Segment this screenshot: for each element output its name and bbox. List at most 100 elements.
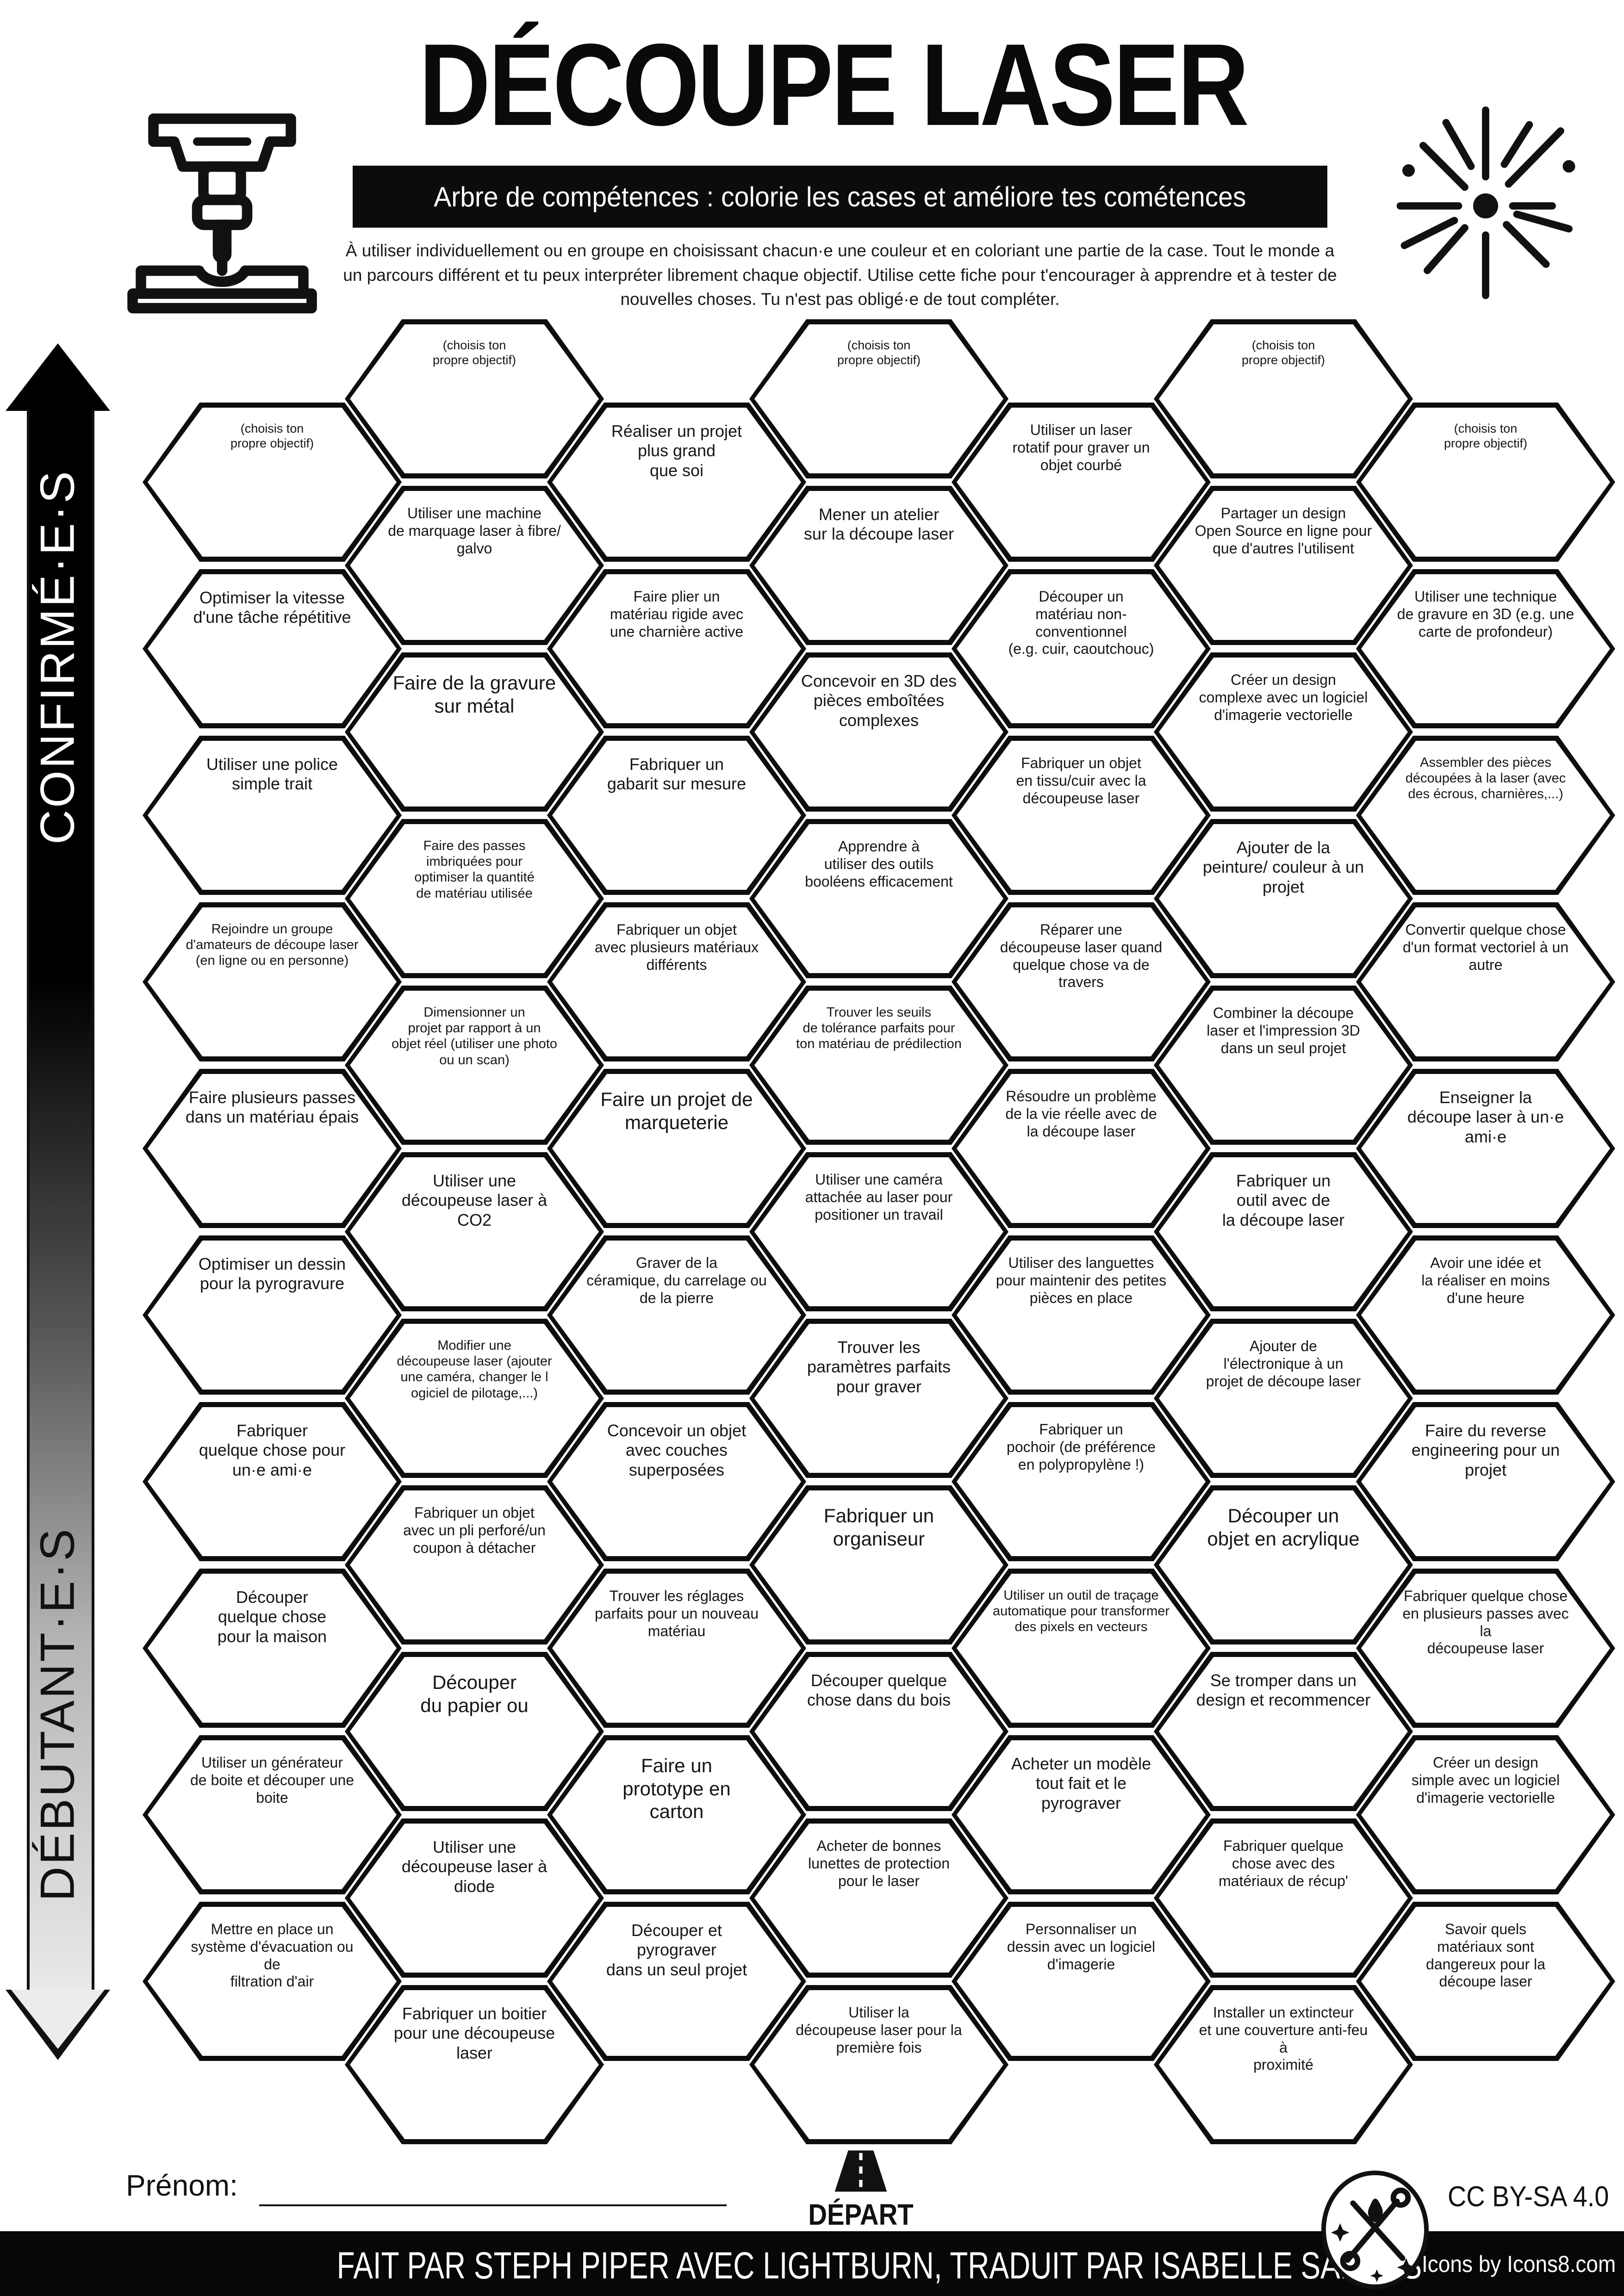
hex-cell[interactable]: Concevoir un objet avec couches superpos… (547, 1402, 806, 1561)
first-name-input-line[interactable] (259, 2204, 727, 2206)
hex-cell[interactable]: Combiner la découpe laser et l'impressio… (1154, 986, 1413, 1145)
hex-cell[interactable]: Découper et pyrograver dans un seul proj… (547, 1902, 806, 2061)
hex-cell[interactable]: Faire de la gravure sur métal (345, 652, 604, 812)
hex-cell[interactable]: Trouver les seuils de tolérance parfaits… (749, 986, 1008, 1145)
hex-cell[interactable]: Créer un design simple avec un logiciel … (1356, 1735, 1615, 1894)
hex-cell[interactable]: Utiliser une découpeuse laser à diode (345, 1818, 604, 1978)
hex-cell[interactable]: Fabriquer un outil avec de la découpe la… (1154, 1152, 1413, 1311)
hex-cell[interactable]: Apprendre à utiliser des outils booléens… (749, 819, 1008, 978)
hex-cell[interactable]: Optimiser la vitesse d'une tâche répétit… (143, 569, 402, 728)
hex-cell[interactable]: Découper un matériau non-conventionnel (… (952, 569, 1211, 728)
hex-cell[interactable]: Utiliser une technique de gravure en 3D … (1356, 569, 1615, 728)
hex-cell[interactable]: (choisis ton propre objectif) (345, 319, 604, 478)
hex-cell[interactable]: Trouver les paramètres parfaits pour gra… (749, 1319, 1008, 1478)
hex-label: Découper un matériau non-conventionnel (… (1008, 588, 1154, 658)
hex-cell[interactable]: Personnaliser un dessin avec un logiciel… (952, 1902, 1211, 2061)
hex-cell[interactable]: (choisis ton propre objectif) (1154, 319, 1413, 478)
hex-cell[interactable]: Fabriquer un gabarit sur mesure (547, 736, 806, 895)
hex-cell[interactable]: Utiliser une police simple traitAa (143, 736, 402, 895)
hex-cell[interactable]: Utiliser la découpeuse laser pour la pre… (749, 1985, 1008, 2144)
hex-label: Rejoindre un groupe d'amateurs de découp… (186, 922, 359, 968)
hex-cell[interactable]: Fabriquer un pochoir (de préférence en p… (952, 1402, 1211, 1561)
hex-cell[interactable]: Modifier une découpeuse laser (ajouter u… (345, 1319, 604, 1478)
intro-description: À utiliser individuellement ou en groupe… (343, 241, 1337, 309)
icons8-credit: Icons by Icons8.com (1422, 2251, 1616, 2277)
hex-cell[interactable]: Fabriquer un objet en tissu/cuir avec la… (952, 736, 1211, 895)
hex-label: (choisis ton propre objectif) (1241, 338, 1325, 367)
hex-label: Acheter un modèle tout fait et le pyrogr… (1011, 1754, 1151, 1812)
hex-cell[interactable]: Trouver les réglages parfaits pour un no… (547, 1569, 806, 1728)
hex-label: Acheter de bonnes lunettes de protection… (808, 1837, 950, 1889)
hex-cell[interactable]: Fabriquer quelque chose pour un·e ami·e (143, 1402, 402, 1561)
hex-cell[interactable]: Fabriquer un objet avec plusieurs matéri… (547, 902, 806, 1061)
hex-cell[interactable]: Savoir quels matériaux sont dangereux po… (1356, 1902, 1615, 2061)
hex-cell[interactable]: Réparer une découpeuse laser quand quelq… (952, 902, 1211, 1061)
hex-cell[interactable]: Utiliser un outil de traçage automatique… (952, 1569, 1211, 1728)
hex-cell[interactable]: Créer un design complexe avec un logicie… (1154, 652, 1413, 812)
hex-cell[interactable]: Mettre en place un système d'évacuation … (143, 1902, 402, 2061)
hex-cell[interactable]: Convertir quelque chose d'un format vect… (1356, 902, 1615, 1061)
hex-cell[interactable]: Utiliser un générateur de boite et décou… (143, 1735, 402, 1894)
hex-label: (choisis ton propre objectif) (230, 422, 314, 450)
hex-cell[interactable]: Découper un objet en acrylique (1154, 1485, 1413, 1644)
hex-label: Faire des passes imbriquées pour optimis… (414, 838, 535, 901)
hex-cell[interactable]: Fabriquer un objet avec un pli perforé/u… (345, 1485, 604, 1644)
hex-cell[interactable]: Faire un projet de marqueterie (547, 1069, 806, 1228)
hex-cell[interactable]: Réaliser un projet plus grand que soi (547, 403, 806, 562)
hex-cell[interactable]: (choisis ton propre objectif) (1356, 403, 1615, 562)
hex-cell[interactable]: Assembler des pièces découpées à la lase… (1356, 736, 1615, 895)
hex-cell[interactable]: Installer un extincteur et une couvertur… (1154, 1985, 1413, 2144)
road-icon (808, 2150, 914, 2196)
hex-cell[interactable]: Faire du reverse engineering pour un pro… (1356, 1402, 1615, 1561)
hex-cell[interactable]: Concevoir en 3D des pièces emboîtées com… (749, 652, 1008, 812)
hex-cell[interactable]: Utiliser un laser rotatif pour graver un… (952, 403, 1211, 562)
hex-label: Utiliser un outil de traçage automatique… (992, 1588, 1170, 1635)
hex-cell[interactable]: Enseigner la découpe laser à un·e ami·e (1356, 1069, 1615, 1228)
hex-cell[interactable]: Résoudre un problème de la vie réelle av… (952, 1069, 1211, 1228)
hex-cell[interactable]: (choisis ton propre objectif) (749, 319, 1008, 478)
hex-label: Se tromper dans un design et recommencer (1196, 1671, 1371, 1710)
hex-label: Fabriquer un boitier pour une découpeuse… (393, 2004, 555, 2062)
hex-cell[interactable]: Faire un prototype en carton (547, 1735, 806, 1894)
hex-cell[interactable]: Fabriquer quelque chose avec des matéria… (1154, 1818, 1413, 1978)
maker-tools-logo-icon (1320, 2170, 1430, 2290)
hex-label: Utiliser un laser rotatif pour graver un… (1012, 422, 1150, 473)
hex-cell[interactable]: Optimiser un dessin pour la pyrogravure (143, 1235, 402, 1395)
hex-cell[interactable]: Utiliser des languettes pour maintenir d… (952, 1235, 1211, 1395)
hex-cell[interactable]: Découper quelque chose dans du bois (749, 1652, 1008, 1811)
hex-cell[interactable]: Faire plier un matériau rigide avec une … (547, 569, 806, 728)
hex-cell[interactable]: Faire plusieurs passes dans un matériau … (143, 1069, 402, 1228)
hex-cell[interactable]: Graver de la céramique, du carrelage ou … (547, 1235, 806, 1395)
hex-cell[interactable]: Acheter de bonnes lunettes de protection… (749, 1818, 1008, 1978)
hex-label: Optimiser la vitesse d'une tâche répétit… (193, 588, 351, 627)
hex-label: Réaliser un projet plus grand que soi (611, 422, 742, 480)
hex-cell[interactable]: (choisis ton propre objectif) (143, 403, 402, 562)
hex-label: Enseigner la découpe laser à un·e ami·e (1407, 1088, 1564, 1146)
hex-cell[interactable]: Fabriquer un boitier pour une découpeuse… (345, 1985, 604, 2144)
hex-label: Utiliser des languettes pour maintenir d… (996, 1254, 1167, 1306)
hex-label: Utiliser un générateur de boite et décou… (190, 1754, 355, 1806)
hex-cell[interactable]: Acheter un modèle tout fait et le pyrogr… (952, 1735, 1211, 1894)
hex-cell[interactable]: Se tromper dans un design et recommencer (1154, 1652, 1413, 1811)
first-name-label: Prénom: (126, 2169, 238, 2202)
hex-cell[interactable]: Découper quelque chose pour la maison (143, 1569, 402, 1728)
hex-cell[interactable]: Utiliser une découpeuse laser à CO2 (345, 1152, 604, 1311)
hex-cell[interactable]: Partager un design Open Source en ligne … (1154, 486, 1413, 645)
hex-cell[interactable]: Rejoindre un groupe d'amateurs de découp… (143, 902, 402, 1061)
hex-label: Faire un projet de marqueterie (600, 1088, 753, 1133)
hex-cell[interactable]: Ajouter de l'électronique à un projet de… (1154, 1319, 1413, 1478)
hex-cell[interactable]: Fabriquer un organiseur (749, 1485, 1008, 1644)
hex-cell[interactable]: Faire des passes imbriquées pour optimis… (345, 819, 604, 978)
hex-cell[interactable]: Avoir une idée et la réaliser en moins d… (1356, 1235, 1615, 1395)
hex-cell[interactable]: Mener un atelier sur la découpe laser (749, 486, 1008, 645)
hex-cell[interactable]: Découper du papier ou (345, 1652, 604, 1811)
hex-label: Fabriquer quelque chose en plusieurs pas… (1402, 1588, 1569, 1657)
subtitle-banner: Arbre de compétences : colorie les cases… (353, 166, 1327, 228)
hex-cell[interactable]: Utiliser une caméra attachée au laser po… (749, 1152, 1008, 1311)
hex-cell[interactable]: Dimensionner un projet par rapport à un … (345, 986, 604, 1145)
hex-cell[interactable]: Ajouter de la peinture/ couleur à un pro… (1154, 819, 1413, 978)
hex-cell[interactable]: Fabriquer quelque chose en plusieurs pas… (1356, 1569, 1615, 1728)
hex-label: Trouver les paramètres parfaits pour gra… (807, 1338, 951, 1396)
hex-cell[interactable]: Utiliser une machine de marquage laser à… (345, 486, 604, 645)
